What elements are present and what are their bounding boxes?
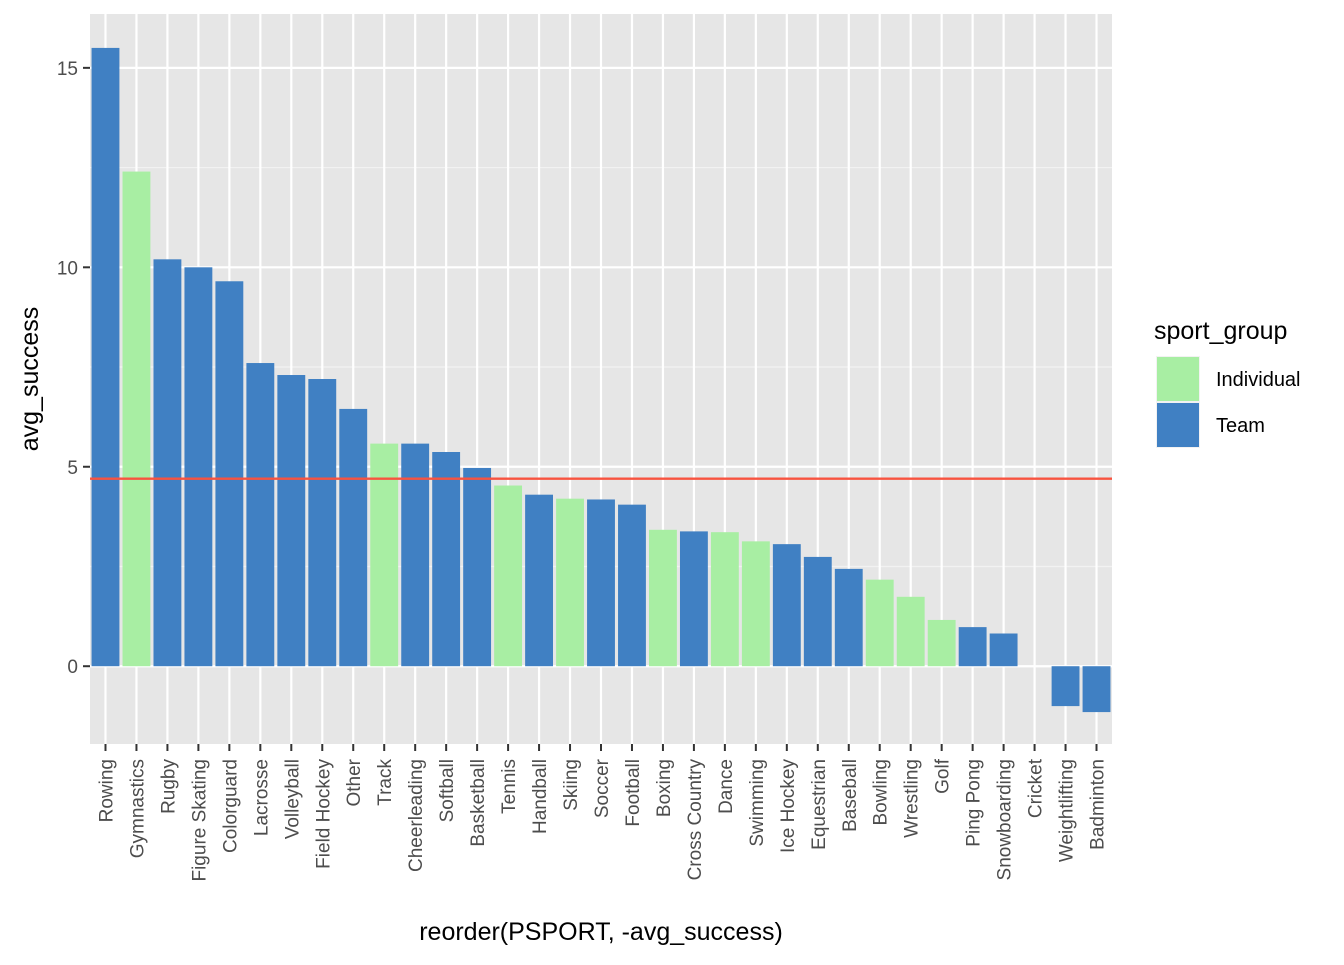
x-tick-label: Gymnastics [127, 759, 148, 858]
bar-basketball [463, 467, 492, 667]
bar-skiing [556, 498, 584, 667]
legend-key-team [1157, 403, 1199, 447]
x-tick-label: Basketball [468, 759, 489, 847]
x-axis-title: reorder(PSPORT, -avg_success) [419, 918, 783, 946]
x-tick-label: Colorguard [220, 759, 241, 853]
x-tick-label: Dance [716, 759, 737, 814]
bar-weightlifting [1051, 666, 1080, 707]
bar-soccer [587, 499, 615, 667]
x-tick-label: Tennis [499, 759, 520, 814]
bar-snowboarding [989, 633, 1018, 667]
legend-title: sport_group [1154, 317, 1287, 345]
bar-ice-hockey [772, 544, 801, 667]
x-tick-label: Other [344, 758, 365, 806]
x-tick-label: Figure Skating [189, 759, 210, 882]
x-tick-label: Lacrosse [251, 759, 272, 836]
bar-cross-country [679, 531, 708, 667]
bar-figure-skating [184, 267, 213, 667]
x-tick-label: Skiing [561, 759, 582, 811]
x-tick-label: Cross Country [685, 759, 706, 881]
bar-ping-pong [958, 627, 987, 667]
bar-gymnastics [122, 171, 151, 667]
bar-handball [525, 494, 553, 667]
x-tick-label: Golf [933, 758, 954, 794]
bar-field-hockey [308, 379, 337, 667]
bars [91, 47, 1111, 713]
y-tick-label: 10 [57, 258, 78, 279]
bar-colorguard [215, 281, 244, 667]
x-tick-label: Field Hockey [313, 759, 334, 869]
x-tick-label: Ping Pong [964, 759, 985, 847]
y-tick-label: 5 [67, 458, 78, 479]
bar-rugby [153, 259, 182, 667]
bar-bowling [865, 579, 894, 667]
legend-key-individual [1157, 357, 1199, 401]
x-tick-label: Rowing [96, 759, 117, 822]
bar-baseball [834, 568, 863, 667]
bar-track [370, 443, 399, 667]
bar-dance [710, 532, 739, 667]
x-tick-label: Baseball [840, 759, 861, 832]
x-tick-label: Volleyball [282, 759, 303, 839]
bar-softball [432, 452, 461, 667]
bar-boxing [649, 529, 677, 667]
x-tick-label: Swimming [747, 759, 768, 847]
x-tick-label: Snowboarding [995, 759, 1016, 880]
bar-equestrian [803, 556, 832, 667]
x-tick-label: Handball [530, 759, 551, 834]
bar-lacrosse [246, 363, 275, 667]
x-tick-label: Boxing [654, 759, 675, 817]
bar-badminton [1082, 666, 1111, 713]
x-tick-label: Soccer [592, 758, 613, 818]
bar-tennis [494, 485, 523, 667]
bar-other [339, 408, 368, 667]
bar-cheerleading [401, 443, 430, 667]
x-tick-label: Football [623, 759, 644, 827]
y-tick-label: 0 [67, 657, 78, 678]
bar-volleyball [277, 375, 306, 667]
x-axis: Rowing Gymnastics Rugby Figure Skating Color… [96, 744, 1109, 882]
bar-football [618, 504, 646, 667]
x-tick-label: Ice Hockey [778, 759, 799, 853]
x-tick-label: Wrestling [902, 759, 923, 838]
legend-label-individual: Individual [1216, 369, 1301, 391]
x-tick-label: Badminton [1088, 759, 1109, 850]
bar-golf [927, 619, 956, 667]
legend-label-team: Team [1216, 415, 1265, 437]
y-axis: 0 5 10 15 [57, 59, 90, 678]
x-tick-label: Track [375, 759, 396, 806]
x-tick-label: Rugby [158, 759, 179, 814]
x-tick-label: Cricket [1026, 758, 1047, 818]
y-tick-label: 15 [57, 59, 78, 80]
x-tick-label: Softball [437, 759, 458, 822]
y-axis-title: avg_success [16, 307, 44, 452]
legend: sport_group Individual Team [1154, 317, 1301, 448]
bar-wrestling [896, 596, 925, 667]
bar-swimming [741, 541, 770, 667]
x-tick-label: Cheerleading [406, 759, 427, 872]
x-tick-label: Bowling [871, 759, 892, 826]
x-tick-label: Weightlifting [1057, 759, 1078, 862]
bar-rowing [91, 47, 120, 667]
x-tick-label: Equestrian [809, 759, 830, 850]
